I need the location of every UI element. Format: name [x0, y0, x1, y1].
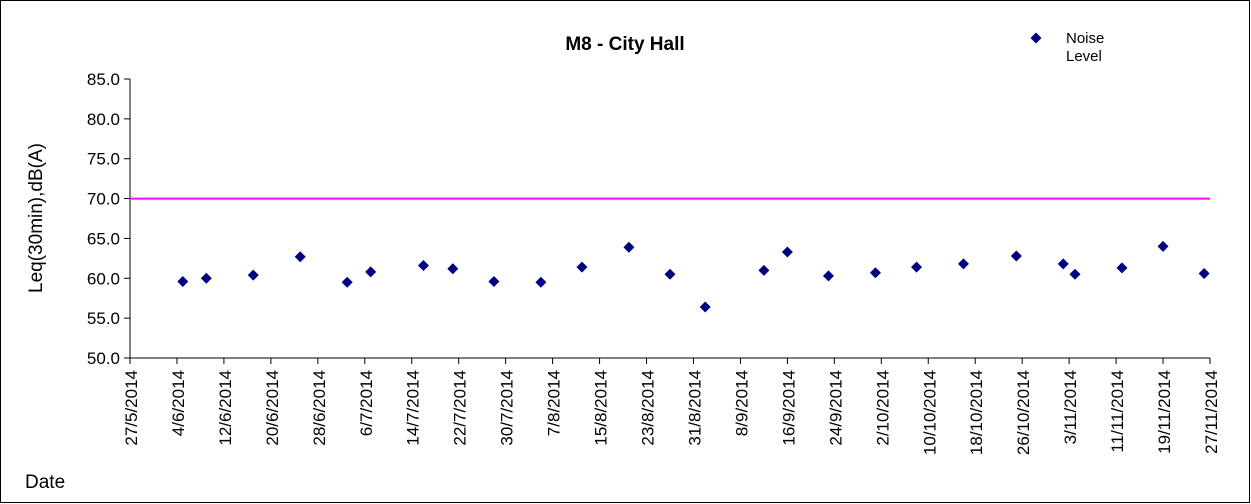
- x-tick-label: 12/6/2014: [216, 370, 235, 446]
- x-tick-label: 4/6/2014: [169, 370, 188, 436]
- x-tick-label: 27/11/2014: [1202, 370, 1221, 454]
- x-tick-label: 28/6/2014: [310, 370, 329, 446]
- x-tick-label: 10/10/2014: [920, 370, 939, 455]
- data-point: [294, 251, 306, 263]
- x-tick-label: 18/10/2014: [967, 370, 986, 455]
- x-tick-label: 11/11/2014: [1108, 370, 1127, 453]
- data-point: [177, 275, 189, 287]
- x-tick-label: 7/8/2014: [545, 370, 564, 436]
- y-tick-label: 75.0: [87, 150, 120, 169]
- y-axis-label: Leq(30min),dB(A): [26, 143, 47, 293]
- x-tick-label: 15/8/2014: [592, 370, 611, 446]
- data-point: [1198, 268, 1210, 280]
- data-point: [535, 276, 547, 288]
- x-axis-label: Date: [25, 472, 65, 493]
- data-point: [1069, 268, 1081, 280]
- y-tick-label: 50.0: [87, 349, 120, 368]
- data-point: [869, 267, 881, 279]
- x-tick-label: 24/9/2014: [826, 370, 845, 446]
- x-tick-label: 23/8/2014: [639, 370, 658, 446]
- x-tick-label: 30/7/2014: [498, 370, 517, 446]
- x-tick-label: 6/7/2014: [357, 370, 376, 436]
- data-point: [576, 261, 588, 273]
- data-point: [247, 269, 259, 281]
- x-tick-label: 20/6/2014: [263, 370, 282, 446]
- x-tick-label: 26/10/2014: [1014, 370, 1033, 455]
- data-point: [758, 264, 770, 276]
- data-point: [341, 276, 353, 288]
- data-point: [1057, 258, 1069, 270]
- x-tick-label: 2/10/2014: [873, 370, 892, 446]
- data-point: [699, 301, 711, 313]
- data-point: [1010, 250, 1022, 262]
- data-point: [488, 275, 500, 287]
- x-tick-label: 27/5/2014: [122, 370, 141, 446]
- legend-label: Noise Level: [1066, 30, 1105, 65]
- y-tick-label: 70.0: [87, 190, 120, 209]
- data-point: [623, 241, 635, 253]
- x-tick-label: 14/7/2014: [404, 370, 423, 446]
- data-point: [200, 272, 212, 284]
- data-point: [957, 258, 969, 270]
- data-point: [447, 263, 459, 275]
- y-tick-label: 80.0: [87, 110, 120, 129]
- x-tick-label: 3/11/2014: [1061, 370, 1080, 444]
- y-tick-label: 65.0: [87, 229, 120, 248]
- legend-marker: [1030, 32, 1042, 44]
- data-point: [911, 261, 923, 273]
- data-point: [365, 266, 377, 278]
- data-point: [1157, 240, 1169, 252]
- x-tick-label: 19/11/2014: [1155, 370, 1174, 454]
- data-point: [822, 270, 834, 282]
- data-point: [781, 246, 793, 258]
- y-tick-label: 85.0: [87, 70, 120, 89]
- data-point: [1116, 262, 1128, 274]
- x-tick-label: 16/9/2014: [779, 370, 798, 446]
- x-tick-label: 8/9/2014: [732, 370, 751, 436]
- x-tick-label: 31/8/2014: [685, 370, 704, 446]
- y-tick-label: 60.0: [87, 269, 120, 288]
- data-point: [417, 260, 429, 272]
- y-tick-label: 55.0: [87, 309, 120, 328]
- chart-title: M8 - City Hall: [565, 34, 684, 55]
- x-tick-label: 22/7/2014: [451, 370, 470, 446]
- data-point: [664, 268, 676, 280]
